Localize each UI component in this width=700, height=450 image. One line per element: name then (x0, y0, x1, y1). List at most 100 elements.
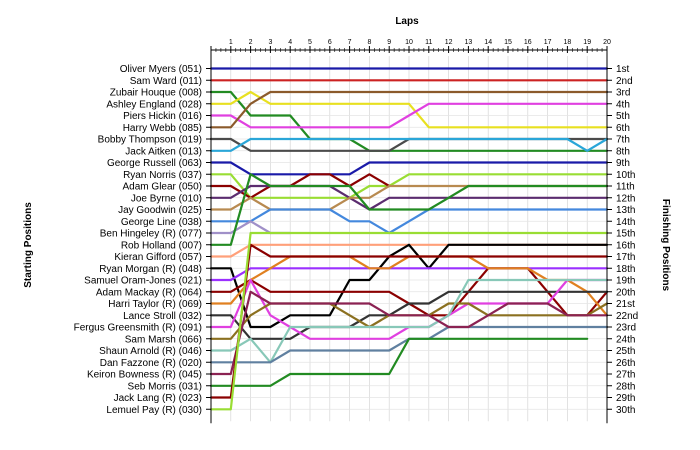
lap-tick-label: 13 (465, 39, 473, 46)
lap-tick-label: 11 (425, 39, 432, 46)
starting-driver-label: Seb Morris (031) (128, 381, 202, 392)
plot-grid (211, 56, 608, 422)
finishing-position-label: 15th (616, 229, 635, 240)
starting-driver-label: George Russell (063) (107, 158, 202, 169)
finishing-position-label: 11th (616, 182, 635, 193)
finishing-position-label: 19th (616, 276, 635, 287)
position-line-9 (209, 161, 609, 176)
lap-tick-label: 9 (387, 39, 391, 46)
finishing-position-label: 18th (616, 264, 635, 275)
position-line-8 (209, 137, 609, 152)
lap-tick-label: 2 (249, 39, 253, 46)
plot-axes (206, 46, 612, 424)
starting-driver-label: Jack Lang (R) (023) (114, 393, 202, 404)
finishing-position-label: 26th (616, 358, 635, 369)
lap-tick-labels: 1 2 3 4 5 6 7 8 9 10 11 12 13 14 15 16 17 18 19 20 (229, 39, 611, 46)
starting-driver-label: Lemuel Pay (R) (030) (106, 405, 202, 416)
starting-driver-label: Samuel Oram-Jones (021) (84, 276, 202, 287)
starting-positions-axis-title: Starting Positions (23, 202, 34, 288)
starting-driver-label: Rob Holland (007) (121, 240, 202, 251)
position-line-10 (209, 173, 609, 199)
finishing-position-label: 10th (616, 170, 635, 181)
position-line-16 (209, 173, 609, 246)
starting-driver-label: Ben Hingeley (R) (077) (100, 229, 202, 240)
starting-driver-label: Zubair Houque (008) (110, 88, 202, 99)
finishing-position-label: 9th (616, 158, 630, 169)
position-line-27 (209, 290, 609, 376)
starting-driver-label: Joe Byrne (010) (131, 193, 202, 204)
lap-tick-label: 6 (328, 39, 332, 46)
finishing-position-label: 25th (616, 346, 635, 357)
finishing-position-label: 23rd (616, 323, 636, 334)
lap-tick-label: 14 (484, 39, 492, 46)
starting-driver-label: Ryan Norris (037) (123, 170, 202, 181)
starting-driver-label: Adam Mackay (R) (064) (96, 287, 202, 298)
finishing-position-label: 29th (616, 393, 635, 404)
lap-tick-label: 7 (348, 39, 352, 46)
finishing-position-label: 8th (616, 146, 630, 157)
finishing-position-label: 7th (616, 135, 630, 146)
position-line-29 (209, 243, 609, 399)
finishing-position-label: 30th (616, 405, 635, 416)
starting-driver-label: Harri Taylor (R) (069) (108, 299, 202, 310)
lap-tick-label: 16 (524, 39, 532, 46)
position-line-14 (209, 208, 609, 235)
finishing-position-label: 14th (616, 217, 635, 228)
starting-driver-label: Piers Hickin (016) (123, 111, 202, 122)
lap-tick-label: 20 (603, 39, 611, 46)
starting-driver-label: Keiron Bowness (R) (045) (87, 370, 202, 381)
starting-driver-label: Lance Stroll (032) (123, 311, 202, 322)
finishing-position-labels: 1st2nd3rd4th5th6th7th8th9th10th11th12th1… (616, 64, 638, 416)
finishing-position-label: 2nd (616, 76, 633, 87)
starting-driver-label: Jack Aitken (013) (125, 146, 202, 157)
starting-driver-label: Jay Goodwin (025) (118, 205, 202, 216)
starting-driver-label: Harry Webb (085) (123, 123, 202, 134)
position-line-6 (209, 90, 609, 129)
starting-driver-label: Kieran Gifford (057) (114, 252, 202, 263)
finishing-position-label: 13th (616, 205, 635, 216)
position-line-4 (209, 90, 609, 129)
lap-tick-label: 1 (229, 39, 233, 46)
position-line-19 (209, 267, 609, 282)
position-line-3 (209, 90, 609, 152)
starting-driver-labels: Oliver Myers (051)Sam Ward (011)Zubair H… (74, 64, 202, 416)
lap-tick-label: 8 (367, 39, 371, 46)
position-line-18 (209, 243, 609, 329)
finishing-position-label: 4th (616, 99, 630, 110)
finishing-position-label: 20th (616, 287, 635, 298)
position-line-30 (209, 231, 609, 411)
starting-driver-label: Bobby Thompson (019) (98, 135, 202, 146)
starting-driver-label: Sam Ward (011) (130, 76, 202, 87)
finishing-position-label: 5th (616, 111, 630, 122)
finishing-position-label: 16th (616, 240, 635, 251)
finishing-position-label: 12th (616, 193, 635, 204)
finishing-position-label: 6th (616, 123, 630, 134)
finishing-positions-axis-title: Finishing Positions (660, 199, 671, 292)
finishing-position-label: 24th (616, 334, 635, 345)
starting-driver-label: Sam Marsh (066) (125, 334, 202, 345)
starting-driver-label: George Line (038) (121, 217, 202, 228)
lap-tick-label: 4 (288, 39, 292, 46)
finishing-position-label: 3rd (616, 88, 630, 99)
finishing-position-label: 17th (616, 252, 635, 263)
chart-title: Laps (395, 16, 419, 27)
starting-driver-label: Ashley England (028) (106, 99, 202, 110)
lap-tick-label: 15 (504, 39, 512, 46)
position-lines (209, 67, 609, 411)
finishing-position-label: 27th (616, 370, 635, 381)
starting-driver-label: Dan Fazzone (R) (020) (100, 358, 202, 369)
lap-tick-label: 17 (544, 39, 552, 46)
starting-driver-label: Ryan Morgan (R) (048) (99, 264, 202, 275)
position-line-5 (209, 102, 609, 129)
finishing-position-label: 28th (616, 381, 635, 392)
lap-tick-label: 3 (268, 39, 272, 46)
lap-tick-label: 18 (564, 39, 572, 46)
starting-driver-label: Oliver Myers (051) (120, 64, 202, 75)
lap-tick-label: 5 (308, 39, 312, 46)
position-line-22 (209, 290, 609, 340)
lap-tick-label: 10 (405, 39, 413, 46)
finishing-position-label: 1st (616, 64, 630, 75)
position-line-25 (209, 278, 609, 364)
lap-tick-label: 12 (445, 39, 453, 46)
